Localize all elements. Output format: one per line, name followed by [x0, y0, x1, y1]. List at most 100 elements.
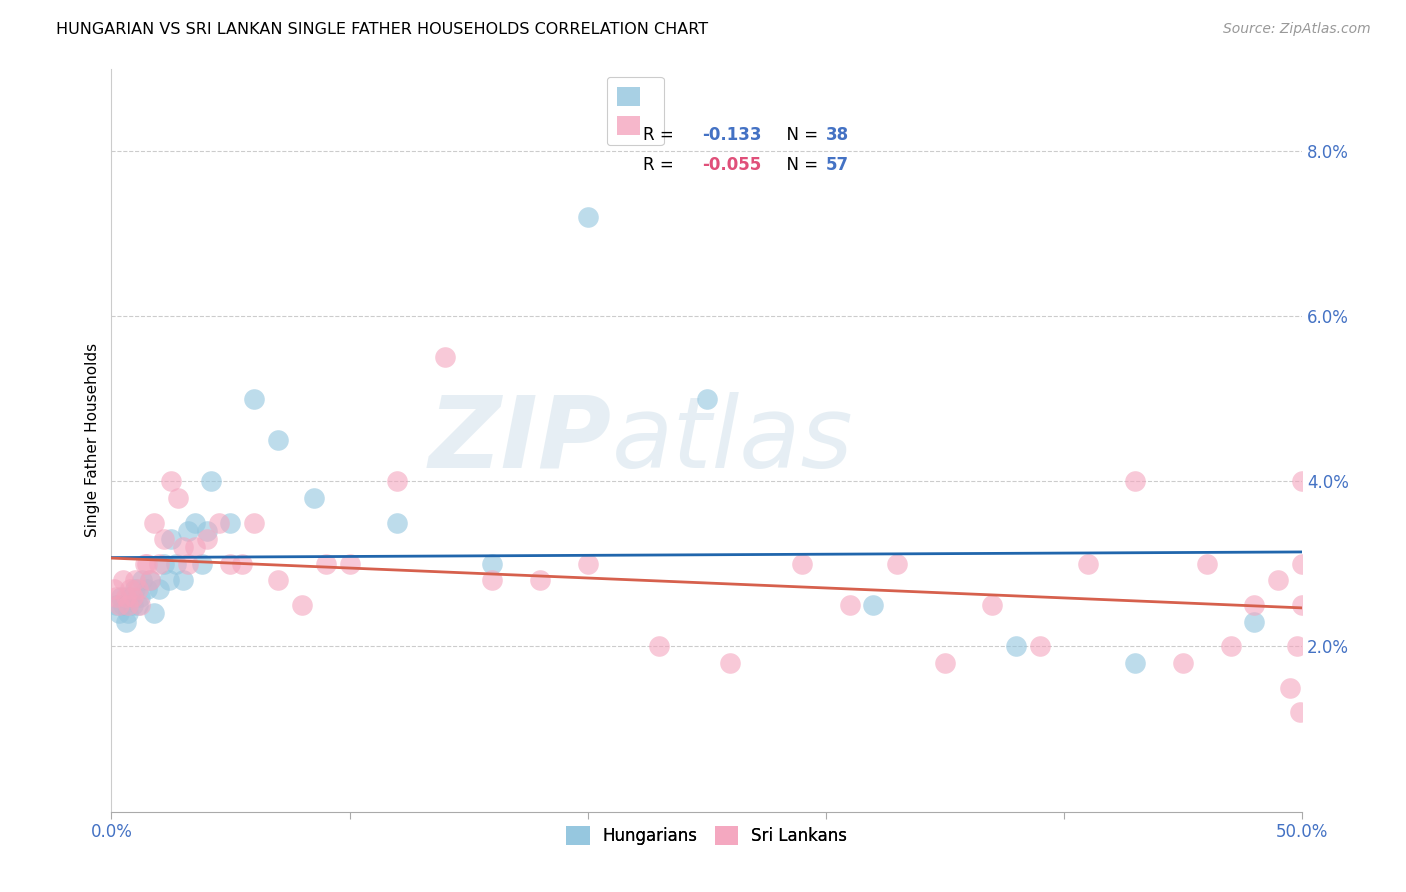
Point	[117, 607, 139, 621]
Text: N =: N =	[776, 156, 824, 174]
Point	[129, 598, 152, 612]
Point	[648, 640, 671, 654]
Point	[136, 582, 159, 596]
Text: HUNGARIAN VS SRI LANKAN SINGLE FATHER HOUSEHOLDS CORRELATION CHART: HUNGARIAN VS SRI LANKAN SINGLE FATHER HO…	[56, 22, 709, 37]
Point	[207, 516, 229, 530]
Point	[103, 582, 125, 596]
Point	[143, 607, 166, 621]
Point	[1286, 640, 1309, 654]
Point	[720, 656, 742, 670]
Text: atlas: atlas	[612, 392, 853, 489]
Point	[120, 582, 142, 596]
Point	[114, 615, 136, 629]
Point	[1029, 640, 1052, 654]
Point	[790, 557, 813, 571]
Point	[243, 392, 266, 406]
Point	[136, 557, 159, 571]
Point	[176, 524, 198, 538]
Point	[219, 557, 242, 571]
Point	[981, 598, 1004, 612]
Legend: Hungarians, Sri Lankans: Hungarians, Sri Lankans	[560, 819, 853, 852]
Point	[1195, 557, 1218, 571]
Point	[157, 574, 180, 588]
Point	[1171, 656, 1194, 670]
Point	[481, 574, 503, 588]
Point	[1267, 574, 1289, 588]
Point	[114, 590, 136, 604]
Point	[172, 574, 194, 588]
Point	[105, 598, 128, 612]
Point	[160, 532, 183, 546]
Point	[267, 433, 290, 447]
Point	[127, 582, 149, 596]
Point	[576, 557, 599, 571]
Point	[134, 557, 156, 571]
Point	[1279, 681, 1302, 695]
Point	[143, 516, 166, 530]
Point	[120, 590, 142, 604]
Text: Source: ZipAtlas.com: Source: ZipAtlas.com	[1223, 22, 1371, 37]
Point	[195, 524, 218, 538]
Text: -0.133: -0.133	[702, 126, 761, 144]
Point	[302, 491, 325, 505]
Point	[160, 475, 183, 489]
Point	[121, 590, 143, 604]
Point	[315, 557, 337, 571]
Point	[385, 516, 408, 530]
Point	[200, 475, 222, 489]
Point	[129, 590, 152, 604]
Point	[110, 590, 132, 604]
Point	[167, 491, 190, 505]
Point	[152, 532, 174, 546]
Point	[152, 557, 174, 571]
Point	[176, 557, 198, 571]
Point	[576, 210, 599, 224]
Point	[231, 557, 253, 571]
Point	[121, 598, 143, 612]
Point	[184, 516, 207, 530]
Point	[107, 598, 129, 612]
Point	[838, 598, 860, 612]
Point	[267, 574, 290, 588]
Point	[1243, 615, 1265, 629]
Point	[195, 532, 218, 546]
Text: -0.055: -0.055	[702, 156, 761, 174]
Point	[165, 557, 187, 571]
Point	[339, 557, 361, 571]
Point	[138, 574, 160, 588]
Point	[1291, 598, 1313, 612]
Point	[1219, 640, 1241, 654]
Y-axis label: Single Father Households: Single Father Households	[86, 343, 100, 537]
Point	[112, 598, 135, 612]
Point	[529, 574, 551, 588]
Point	[1123, 475, 1146, 489]
Point	[1005, 640, 1028, 654]
Text: N =: N =	[776, 126, 824, 144]
Text: 57: 57	[825, 156, 849, 174]
Point	[1077, 557, 1099, 571]
Point	[138, 574, 160, 588]
Text: R =: R =	[643, 156, 683, 174]
Point	[148, 582, 170, 596]
Point	[886, 557, 908, 571]
Point	[124, 574, 146, 588]
Point	[131, 574, 153, 588]
Point	[934, 656, 956, 670]
Text: ZIP: ZIP	[429, 392, 612, 489]
Point	[112, 574, 135, 588]
Point	[219, 516, 242, 530]
Point	[433, 351, 456, 365]
Text: R =: R =	[643, 126, 683, 144]
Point	[172, 541, 194, 555]
Point	[1243, 598, 1265, 612]
Point	[124, 582, 146, 596]
Point	[1291, 557, 1313, 571]
Point	[148, 557, 170, 571]
Text: 38: 38	[825, 126, 849, 144]
Point	[184, 541, 207, 555]
Point	[696, 392, 718, 406]
Point	[1123, 656, 1146, 670]
Point	[127, 598, 149, 612]
Point	[1288, 706, 1310, 720]
Point	[107, 607, 129, 621]
